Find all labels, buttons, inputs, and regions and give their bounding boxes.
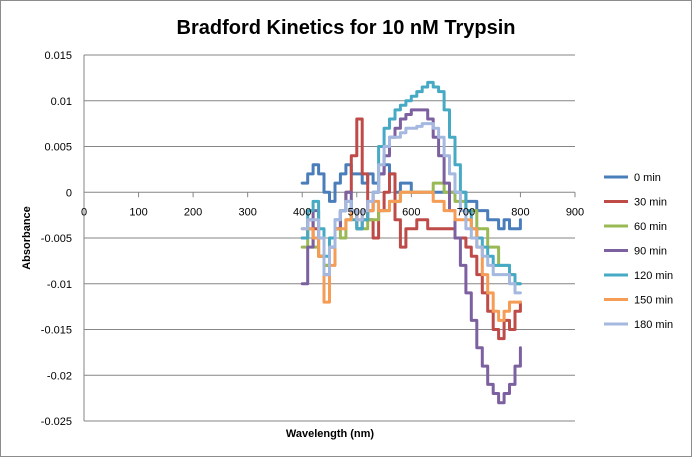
x-tick-label: 600	[402, 206, 420, 218]
x-axis-label: Wavelength (nm)	[286, 428, 375, 440]
y-tick-label: -0.02	[47, 370, 72, 382]
x-tick-labels: 0 100 200 300 400 500 600 700 800 900	[81, 206, 584, 218]
y-tick-label: -0.015	[41, 325, 72, 337]
y-tick-label: 0	[66, 187, 72, 199]
y-tick-label: -0.005	[41, 233, 72, 245]
legend: 0 min 30 min 60 min 90 min 120 min 150 min 180…	[604, 172, 673, 331]
x-tick-label: 500	[348, 206, 366, 218]
legend-label: 0 min	[634, 172, 661, 184]
x-tick-label: 200	[184, 206, 202, 218]
x-tick-label: 800	[511, 206, 529, 218]
legend-label: 120 min	[634, 270, 673, 282]
legend-label: 30 min	[634, 197, 667, 209]
x-tick-label: 0	[81, 206, 87, 218]
legend-label: 150 min	[634, 295, 673, 307]
y-tick-label: -0.01	[47, 279, 72, 291]
chart-title: Bradford Kinetics for 10 nM Trypsin	[177, 17, 516, 39]
x-tick-label: 400	[293, 206, 311, 218]
x-tick-label: 900	[566, 206, 584, 218]
x-tick-label: 700	[457, 206, 475, 218]
legend-label: 90 min	[634, 246, 667, 258]
x-tick-label: 300	[238, 206, 256, 218]
y-tick-label: 0.015	[44, 50, 72, 62]
y-tick-label: 0.005	[44, 142, 72, 154]
series-line-180-min	[300, 122, 522, 295]
legend-label: 60 min	[634, 221, 667, 233]
y-tick-label: 0.01	[51, 96, 72, 108]
series-lines	[300, 80, 522, 405]
y-tick-label: -0.025	[41, 416, 72, 428]
x-tick-label: 100	[129, 206, 147, 218]
y-tick-labels: 0.015 0.01 0.005 0 -0.005 -0.01 -0.015 -0.02 -0.…	[41, 50, 72, 428]
y-axis-label: Absorbance	[21, 206, 33, 270]
series-line-150-min	[300, 190, 522, 322]
series-line-0-min	[300, 163, 522, 231]
legend-label: 180 min	[634, 319, 673, 331]
